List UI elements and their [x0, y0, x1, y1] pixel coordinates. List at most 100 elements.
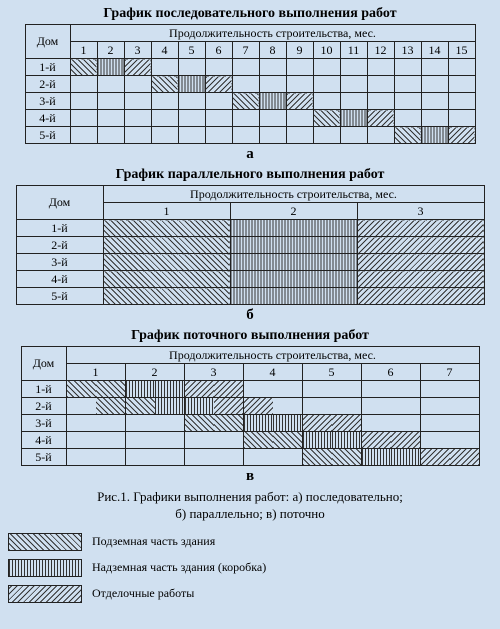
chart-a-month-header: 2 [97, 42, 124, 59]
chart-c-cell [184, 381, 243, 398]
table-row: 5-й [25, 127, 475, 144]
chart-c-cell [302, 381, 361, 398]
chart-a-month-header: 5 [178, 42, 205, 59]
chart-a-cell [259, 59, 286, 76]
chart-c-month-header: 3 [184, 364, 243, 381]
chart-a-month-header: 8 [259, 42, 286, 59]
chart-a-cell [124, 127, 151, 144]
chart-c-cell [125, 381, 184, 398]
chart-a-cell [151, 93, 178, 110]
chart-c-row-label: 4-й [21, 432, 66, 449]
table-row: 3-й [21, 415, 479, 432]
chart-a-cell [205, 76, 232, 93]
chart-c-cell [66, 449, 125, 466]
chart-b-cell [103, 288, 230, 305]
legend-item: Подземная часть здания [8, 533, 496, 551]
chart-a-cell [232, 59, 259, 76]
chart-a-title: График последовательного выполнения рабо… [4, 6, 496, 22]
chart-a-cell [313, 76, 340, 93]
chart-a-cell [97, 76, 124, 93]
table-row: 2-й [16, 237, 484, 254]
chart-b-table: Дом Продолжительность строительства, мес… [16, 185, 485, 305]
chart-a-cell [394, 93, 421, 110]
chart-a-month-header: 3 [124, 42, 151, 59]
chart-a-cell [421, 110, 448, 127]
chart-a-cell [286, 59, 313, 76]
figure-caption: Рис.1. Графики выполнения работ: а) посл… [4, 489, 496, 523]
legend-swatch-icon [8, 585, 82, 603]
legend-label: Подземная часть здания [92, 534, 215, 549]
chart-a-cell [70, 76, 97, 93]
chart-c-month-header: 6 [361, 364, 420, 381]
chart-a-cell [367, 127, 394, 144]
chart-c-cell [125, 432, 184, 449]
chart-c-cell [243, 449, 302, 466]
chart-a-cell [70, 127, 97, 144]
chart-a-cell [259, 110, 286, 127]
chart-a-cell [394, 59, 421, 76]
chart-b-cell [357, 288, 484, 305]
chart-a-cell [421, 76, 448, 93]
chart-c-row-label: 3-й [21, 415, 66, 432]
chart-b-cell [230, 288, 357, 305]
chart-a-cell [313, 93, 340, 110]
chart-c-cell [243, 432, 302, 449]
chart-a-cell [151, 127, 178, 144]
legend-swatch-icon [8, 559, 82, 577]
chart-b-cell [230, 220, 357, 237]
chart-a-cell [97, 127, 124, 144]
chart-a-month-header: 15 [448, 42, 475, 59]
chart-a-cell [232, 76, 259, 93]
chart-b-cell [103, 237, 230, 254]
chart-a-cell [340, 76, 367, 93]
chart-a-cell [286, 127, 313, 144]
chart-a-month-header: 13 [394, 42, 421, 59]
chart-c-cell [361, 381, 420, 398]
table-row: 2-й [21, 398, 479, 415]
table-row: 1-й [25, 59, 475, 76]
chart-a-cell [340, 127, 367, 144]
table-row: 3-й [16, 254, 484, 271]
chart-a-cell [151, 59, 178, 76]
chart-a-month-header: 6 [205, 42, 232, 59]
chart-c-cell [420, 415, 479, 432]
chart-c-durheader: Продолжительность строительства, мес. [66, 347, 479, 364]
chart-a-cell [178, 93, 205, 110]
chart-a-cell [286, 76, 313, 93]
legend-label: Надземная часть здания (коробка) [92, 560, 266, 575]
chart-c-cell [420, 381, 479, 398]
chart-c-cell [125, 415, 184, 432]
caption-line2: б) параллельно; в) поточно [175, 506, 324, 521]
chart-a-cell [178, 127, 205, 144]
chart-a-month-header: 12 [367, 42, 394, 59]
chart-c-table: Дом Продолжительность строительства, мес… [21, 346, 480, 466]
chart-a-cell [421, 59, 448, 76]
chart-b-cell [103, 254, 230, 271]
chart-c-cell [302, 398, 361, 415]
chart-c-cell [361, 449, 420, 466]
table-row: 2-й [25, 76, 475, 93]
chart-a-row-label: 3-й [25, 93, 70, 110]
chart-a-cell [448, 93, 475, 110]
chart-b-row-label: 2-й [16, 237, 103, 254]
chart-c-cell [420, 449, 479, 466]
table-row: 1-й [21, 381, 479, 398]
table-row: 5-й [21, 449, 479, 466]
chart-a-cell [97, 93, 124, 110]
chart-a-row-label: 4-й [25, 110, 70, 127]
chart-a-cell [394, 110, 421, 127]
chart-b-month-header: 1 [103, 203, 230, 220]
chart-a-cell [232, 127, 259, 144]
chart-c-month-header: 2 [125, 364, 184, 381]
legend-label: Отделочные работы [92, 586, 194, 601]
chart-a-cell [124, 76, 151, 93]
chart-c-title: График поточного выполнения работ [4, 328, 496, 344]
chart-c-rowheader: Дом [21, 347, 66, 381]
chart-b-cell [357, 254, 484, 271]
chart-a-month-header: 1 [70, 42, 97, 59]
chart-a-cell [340, 59, 367, 76]
chart-b-month-header: 3 [357, 203, 484, 220]
chart-a-cell [151, 76, 178, 93]
chart-a-cell [232, 110, 259, 127]
chart-a-cell [232, 93, 259, 110]
